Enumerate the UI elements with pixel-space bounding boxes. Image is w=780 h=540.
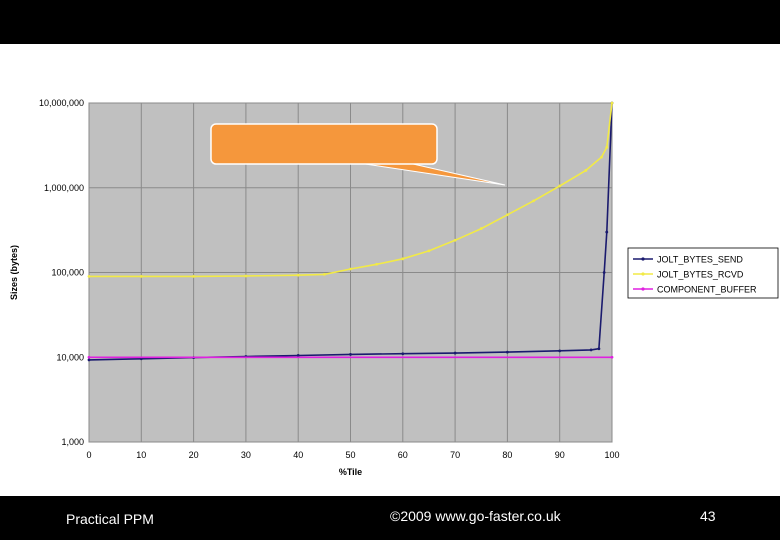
data-point [605,145,609,149]
callout-box [210,123,438,165]
x-tick-label: 80 [502,450,512,460]
data-point [453,351,457,355]
page-number: 43 [700,508,716,524]
data-point [589,348,593,352]
x-tick-label: 60 [398,450,408,460]
data-point [605,230,609,234]
data-point [349,353,352,356]
top-bar [0,0,780,44]
footer-copyright: ©2009 www.go-faster.co.uk [390,508,561,524]
data-point [296,273,300,277]
legend-entry: JOLT_BYTES_RCVD [657,270,744,280]
x-tick-label: 70 [450,450,460,460]
data-point [610,355,614,359]
y-axis-label: Sizes (bytes) [9,245,19,300]
legend-marker [641,272,645,276]
y-tick-label: 100,000 [51,268,84,278]
data-point [532,199,535,203]
legend-entry: JOLT_BYTES_SEND [657,255,743,265]
legend-marker [641,287,645,291]
data-point [558,184,562,188]
data-point [244,274,248,278]
data-point [349,267,352,271]
footer-title: Practical PPM [66,511,154,527]
data-point [427,249,431,253]
x-axis-label: %Tile [339,467,362,477]
x-tick-label: 10 [136,450,146,460]
y-tick-label: 1,000,000 [44,183,84,193]
legend-entry: COMPONENT_BUFFER [657,285,757,295]
footer-bar: Practical PPM ©2009 www.go-faster.co.uk … [0,496,780,540]
legend: JOLT_BYTES_SEND JOLT_BYTES_RCVD COMPONENT_… [627,247,779,299]
y-tick-label: 10,000,000 [39,98,84,108]
x-tick-label: 30 [241,450,251,460]
data-point [600,155,603,159]
data-point [192,274,196,278]
x-tick-label: 40 [293,450,303,460]
data-point [479,227,483,230]
data-point [558,349,562,353]
data-point [139,274,143,278]
data-point [401,352,405,356]
x-tick-label: 100 [604,450,619,460]
data-point [401,257,405,261]
data-point [87,274,91,278]
chart: 0 10 20 30 40 50 60 70 80 90 100 1,000 10,000 100,000… [9,98,779,477]
data-point [322,272,326,276]
y-tick-label: 1,000 [61,437,84,447]
data-point [610,101,614,105]
data-point [87,355,91,359]
x-tick-label: 50 [345,450,355,460]
legend-marker [641,257,645,261]
data-point [87,358,91,362]
x-tick-label: 20 [189,450,199,460]
y-tick-label: 10,000 [56,352,84,362]
data-point [453,238,457,242]
x-tick-label: 0 [86,450,91,460]
data-point [506,213,509,217]
data-point [602,271,606,274]
data-point [296,354,300,357]
x-tick-label: 90 [555,450,565,460]
data-point [597,347,601,351]
data-point [506,350,509,354]
data-point [375,262,379,266]
data-point [584,169,588,172]
